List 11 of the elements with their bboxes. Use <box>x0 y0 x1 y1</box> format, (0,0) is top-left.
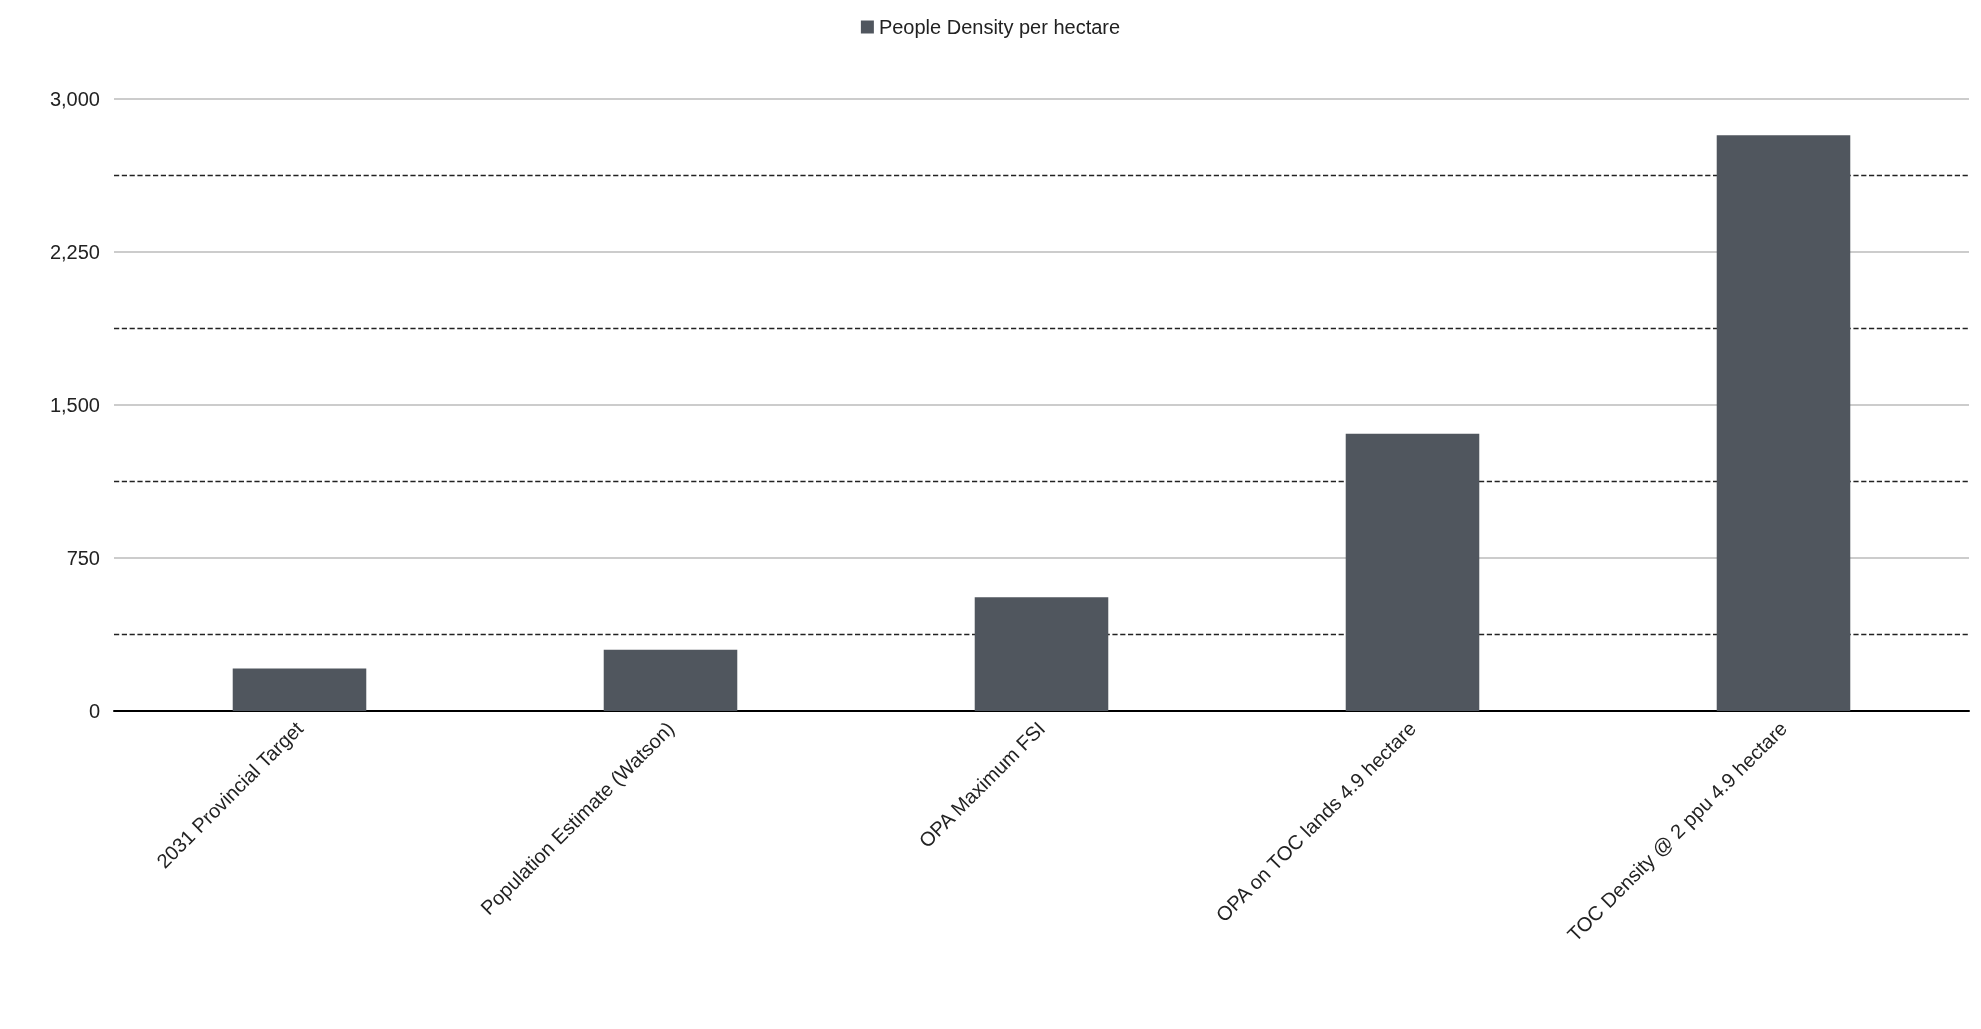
bar <box>1345 433 1480 711</box>
y-tick-label: 2,250 <box>49 241 100 263</box>
y-tick-label: 1,500 <box>49 394 100 416</box>
y-tick-label: 3,000 <box>49 88 100 110</box>
y-tick-label: 750 <box>66 547 100 569</box>
legend-label: People Density per hectare <box>878 16 1121 38</box>
bar <box>603 649 738 711</box>
bar <box>232 668 367 711</box>
bar <box>1716 135 1851 711</box>
y-tick-label: 0 <box>88 700 100 722</box>
bar <box>974 597 1109 711</box>
